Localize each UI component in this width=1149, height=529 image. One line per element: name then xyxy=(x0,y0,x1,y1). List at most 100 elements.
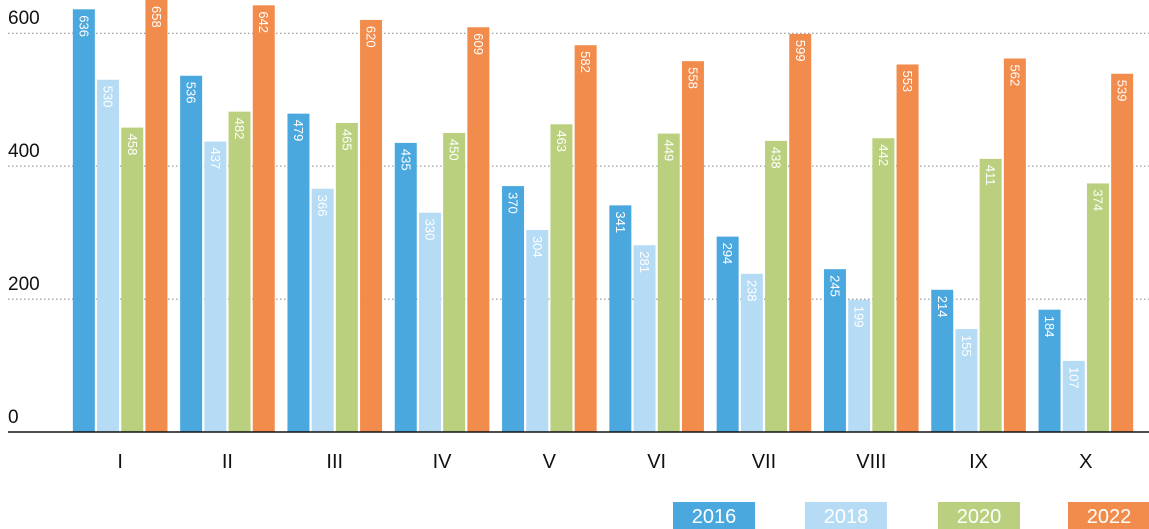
bar xyxy=(394,142,417,432)
value-label: 463 xyxy=(554,130,569,152)
bar xyxy=(360,19,383,432)
bar xyxy=(526,229,549,432)
x-tick-label: VIII xyxy=(856,451,886,473)
value-label: 609 xyxy=(471,33,486,55)
value-label: 435 xyxy=(398,149,413,171)
bar xyxy=(609,205,632,432)
y-tick-label: 400 xyxy=(8,141,40,162)
x-tick-label: I xyxy=(117,451,123,473)
value-label: 458 xyxy=(125,134,140,156)
value-label: 411 xyxy=(983,165,998,186)
value-label: 437 xyxy=(208,148,223,170)
value-label: 479 xyxy=(291,120,306,142)
bar xyxy=(121,127,144,433)
value-label: 449 xyxy=(661,140,676,162)
bar xyxy=(443,132,466,432)
bar xyxy=(823,269,846,432)
value-label: 442 xyxy=(876,144,891,166)
bar xyxy=(872,138,895,433)
value-label: 245 xyxy=(827,275,842,297)
value-label: 465 xyxy=(339,129,354,151)
bar xyxy=(1111,73,1134,432)
value-label: 107 xyxy=(1066,367,1081,389)
value-label: 374 xyxy=(1090,189,1105,211)
value-label: 582 xyxy=(578,51,593,73)
bar xyxy=(72,9,95,432)
value-label: 530 xyxy=(101,86,116,108)
value-label: 636 xyxy=(76,15,91,37)
value-label: 536 xyxy=(184,82,199,104)
value-label: 341 xyxy=(613,211,628,233)
bar xyxy=(789,33,812,432)
value-label: 438 xyxy=(769,147,784,169)
value-label: 238 xyxy=(744,280,759,302)
x-tick-label: IV xyxy=(433,451,453,473)
value-label: 184 xyxy=(1042,316,1057,338)
y-tick-label: 200 xyxy=(8,274,40,295)
legend-swatch xyxy=(938,502,1020,529)
bar xyxy=(502,186,525,432)
bar xyxy=(716,236,739,432)
value-label: 155 xyxy=(959,335,974,357)
value-label: 294 xyxy=(720,243,735,265)
bar xyxy=(467,27,490,432)
bar xyxy=(979,158,1002,432)
legend-label: 2018 xyxy=(824,506,869,528)
bar xyxy=(550,124,573,432)
legend-label: 2016 xyxy=(692,506,737,528)
bar xyxy=(287,113,310,432)
bar xyxy=(1038,309,1061,432)
value-label: 599 xyxy=(793,40,808,62)
bar xyxy=(765,140,788,432)
x-tick-label: V xyxy=(543,451,557,473)
y-tick-label: 600 xyxy=(8,8,40,29)
value-label: 370 xyxy=(506,192,521,214)
bar xyxy=(180,75,203,433)
value-label: 558 xyxy=(685,67,700,89)
value-label: 304 xyxy=(530,236,545,258)
bar xyxy=(657,133,680,432)
bar xyxy=(204,141,227,432)
value-label: 553 xyxy=(900,70,915,92)
value-label: 281 xyxy=(637,251,652,273)
bar xyxy=(252,5,275,432)
bar xyxy=(740,273,763,432)
bar xyxy=(896,64,919,433)
bar xyxy=(848,299,871,432)
bar xyxy=(335,122,358,432)
x-tick-label: X xyxy=(1079,451,1092,473)
x-tick-label: VI xyxy=(647,451,666,473)
bar xyxy=(418,212,441,432)
x-tick-label: III xyxy=(326,451,343,473)
legend-swatch xyxy=(673,502,755,529)
value-label: 658 xyxy=(149,6,164,28)
bar xyxy=(1062,360,1085,432)
x-tick-label: II xyxy=(222,451,233,473)
bar xyxy=(633,245,656,432)
value-label: 366 xyxy=(315,195,330,217)
bar xyxy=(1086,183,1109,432)
value-label: 642 xyxy=(256,11,271,33)
bar xyxy=(97,79,120,432)
legend-swatch xyxy=(805,502,887,529)
value-label: 199 xyxy=(852,306,867,328)
bar xyxy=(574,45,597,432)
y-tick-label: 0 xyxy=(8,407,19,428)
value-label: 450 xyxy=(447,139,462,161)
value-label: 539 xyxy=(1115,80,1130,102)
legend-swatch xyxy=(1068,502,1149,529)
legend-label: 2022 xyxy=(1087,506,1132,528)
x-tick-label: VII xyxy=(752,451,776,473)
value-label: 620 xyxy=(364,26,379,48)
bar xyxy=(145,0,168,433)
value-label: 330 xyxy=(422,219,437,241)
bar xyxy=(1003,58,1026,433)
bar xyxy=(311,188,334,432)
legend-label: 2020 xyxy=(957,506,1002,528)
value-label: 482 xyxy=(232,118,247,140)
x-tick-label: IX xyxy=(969,451,988,473)
value-label: 562 xyxy=(1007,64,1022,86)
bar xyxy=(681,61,704,432)
